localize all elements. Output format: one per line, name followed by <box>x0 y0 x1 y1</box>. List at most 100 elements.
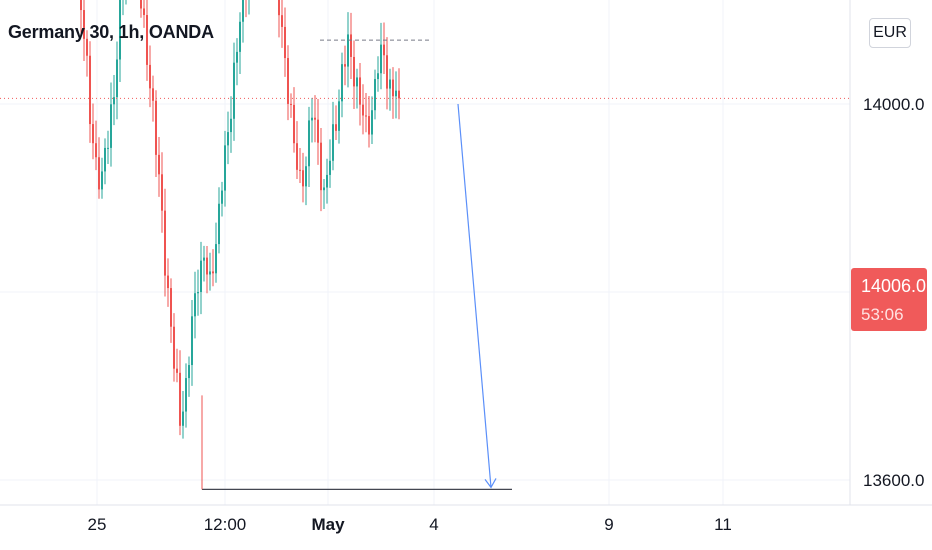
candle-body <box>176 368 178 373</box>
candle-body <box>314 117 316 120</box>
projection-arrowhead <box>484 478 497 489</box>
candle-body <box>158 154 160 175</box>
candle-body <box>95 143 97 158</box>
candle-body <box>194 293 196 317</box>
candle-body <box>377 73 379 80</box>
time-tick-label: 4 <box>429 515 438 534</box>
candle-body <box>83 10 85 39</box>
candle-body <box>356 77 358 87</box>
candle-body <box>224 145 226 191</box>
candle-body <box>230 118 232 133</box>
candle-body <box>113 97 115 105</box>
candle-body <box>188 365 190 379</box>
candle-body <box>338 101 340 131</box>
candle-body <box>110 104 112 148</box>
candle-body <box>197 292 199 294</box>
candle-body <box>320 142 322 191</box>
candle-body <box>101 171 103 190</box>
candle-body <box>386 55 388 89</box>
candle-body <box>329 160 331 175</box>
candle-body <box>368 116 370 135</box>
candle-body <box>353 56 355 87</box>
candle-body <box>164 210 166 276</box>
candle-body <box>374 79 376 111</box>
candle-body <box>398 90 400 99</box>
candle-body <box>308 120 310 167</box>
candle-body <box>281 15 283 27</box>
candle-body <box>233 62 235 119</box>
time-axis[interactable]: 25 12:00 May 4 9 11 <box>88 515 732 534</box>
candle-body <box>179 372 181 426</box>
time-tick-label: 11 <box>714 515 732 534</box>
candle-body <box>200 260 202 293</box>
candle-body <box>383 44 385 56</box>
candle-body <box>185 378 187 412</box>
candle-body <box>278 0 280 16</box>
candle-body <box>380 44 382 74</box>
candle-body <box>161 174 163 211</box>
candle-body <box>365 115 367 117</box>
candle-body <box>323 187 325 191</box>
candle-body <box>239 21 241 52</box>
time-tick-label: 12:00 <box>204 515 247 534</box>
candle-body <box>89 55 91 125</box>
candle-body <box>212 271 214 274</box>
candle-body <box>287 58 289 104</box>
current-price-label: 14006.0 <box>861 276 927 296</box>
projection-arrow <box>457 103 492 488</box>
candle-body <box>242 0 244 22</box>
annotations <box>0 39 850 490</box>
candle-body <box>104 147 106 172</box>
candle-body <box>290 103 292 105</box>
price-axis[interactable]: 13600.013800.014000.014200.014400.014600… <box>863 0 924 490</box>
candle-body <box>116 59 118 98</box>
time-tick-label: May <box>311 515 345 534</box>
current-price-tag: 14006.0 53:06 <box>851 268 927 331</box>
candle-body <box>335 124 337 131</box>
candle-body <box>86 38 88 56</box>
candle-body <box>92 124 94 144</box>
candle-body <box>218 203 220 245</box>
candle-body <box>173 326 175 369</box>
candle-body <box>344 64 346 67</box>
candle-body <box>182 411 184 426</box>
candle-body <box>311 117 313 121</box>
candle-body <box>371 110 373 135</box>
grid-lines <box>0 0 850 505</box>
candle-body <box>191 316 193 366</box>
candle-body <box>170 288 172 327</box>
candle-body <box>209 271 211 275</box>
candle-body <box>389 79 391 89</box>
candle-body <box>119 0 121 60</box>
candle-body <box>140 0 142 9</box>
candle-body <box>341 64 343 102</box>
candle-body <box>332 124 334 161</box>
candle-body <box>293 104 295 144</box>
candle-body <box>302 170 304 187</box>
bar-countdown: 53:06 <box>861 305 904 324</box>
candle-body <box>98 157 100 190</box>
candle-body <box>395 90 397 97</box>
candle-body <box>152 88 154 101</box>
candle-body <box>221 190 223 204</box>
candle-body <box>215 244 217 274</box>
candle-body <box>347 34 349 67</box>
price-tick-label: 13600.0 <box>863 471 924 490</box>
candles <box>80 0 400 439</box>
candle-body <box>167 275 169 289</box>
candle-body <box>350 34 352 57</box>
candle-body <box>305 166 307 187</box>
candle-body <box>206 257 208 275</box>
price-tick-label: 14000.0 <box>863 95 924 114</box>
candle-body <box>146 15 148 65</box>
time-tick-label: 25 <box>88 515 107 534</box>
candle-body <box>359 77 361 105</box>
candle-body <box>326 174 328 188</box>
candle-body <box>149 64 151 89</box>
currency-button[interactable]: EUR <box>869 18 911 48</box>
candle-body <box>284 26 286 59</box>
chart-title: Germany 30, 1h, OANDA <box>8 22 214 42</box>
candle-body <box>317 119 319 143</box>
candle-body <box>236 51 238 63</box>
